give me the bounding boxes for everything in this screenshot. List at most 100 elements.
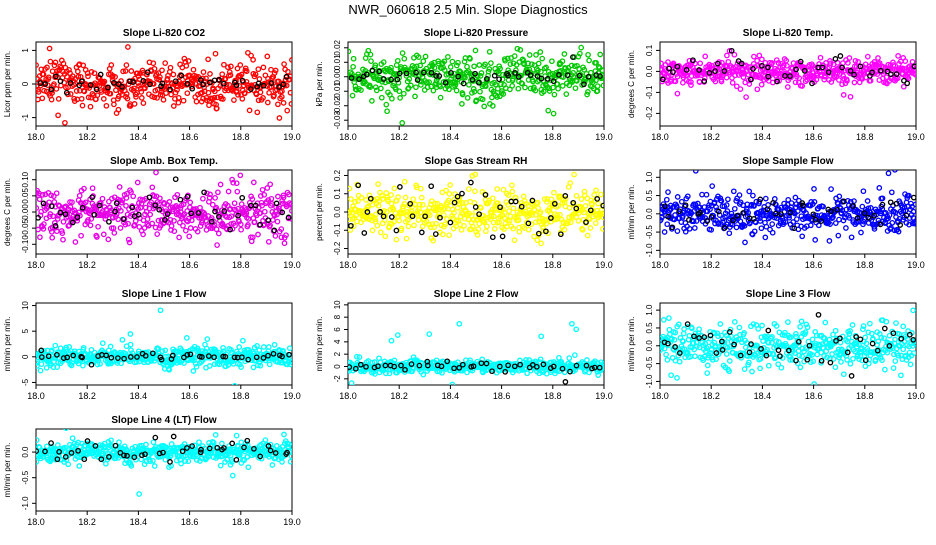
point (510, 183, 514, 187)
point (596, 84, 600, 88)
point (460, 102, 464, 106)
point (181, 99, 185, 103)
point-secondary (883, 326, 887, 330)
point (402, 92, 406, 96)
point (812, 187, 816, 191)
point (447, 192, 451, 196)
point (402, 57, 406, 61)
x-tick-label: 18.6 (181, 391, 199, 401)
point (385, 109, 389, 113)
point (101, 341, 105, 345)
point (507, 209, 511, 213)
point (262, 345, 266, 349)
point (80, 97, 84, 101)
point (81, 363, 85, 367)
point (491, 428, 495, 432)
point (216, 190, 220, 194)
series-points (658, 49, 918, 100)
point (572, 172, 576, 176)
page-title: NWR_060618 2.5 Min. Slope Diagnostics (348, 2, 588, 17)
point-secondary (491, 235, 495, 239)
point (539, 334, 543, 338)
point (539, 241, 543, 245)
point (844, 226, 848, 230)
point (36, 227, 40, 231)
point (208, 72, 212, 76)
x-tick-label: 19.0 (907, 132, 925, 142)
point (669, 373, 673, 377)
point (592, 193, 596, 197)
point (404, 236, 408, 240)
point (225, 141, 229, 145)
point-secondary (849, 374, 853, 378)
point (233, 384, 237, 388)
point-secondary (174, 177, 178, 181)
point (758, 366, 762, 370)
y-axis-label: ml/min per min. (3, 443, 12, 498)
x-tick-label: 18.6 (493, 132, 511, 142)
point (61, 238, 65, 242)
y-axis-label: ml/min per min. (3, 317, 12, 372)
x-tick-label: 18.4 (130, 517, 148, 527)
point-secondary (434, 232, 438, 236)
x-tick-label: 19.0 (283, 517, 301, 527)
x-tick-label: 18.0 (339, 132, 357, 142)
point (73, 240, 77, 244)
point (842, 93, 846, 97)
point (718, 322, 722, 326)
point (184, 228, 188, 232)
point (467, 187, 471, 191)
y-tick-label: -0.2 (333, 241, 342, 255)
x-tick-label: 18.0 (27, 391, 45, 401)
y-tick-label: 0.02 (333, 39, 342, 55)
point (100, 197, 104, 201)
y-tick-label: 0.5 (645, 189, 654, 201)
point (421, 203, 425, 207)
x-tick-label: 18.8 (856, 260, 874, 270)
point (725, 352, 729, 356)
point (258, 90, 262, 94)
point (390, 97, 394, 101)
point (251, 58, 255, 62)
x-tick-label: 19.0 (907, 391, 925, 401)
point (583, 204, 587, 208)
y-axis-label: kPa per min. (315, 62, 324, 107)
point (562, 52, 566, 56)
point (380, 96, 384, 100)
y-tick-label: 0.0 (645, 340, 654, 352)
x-tick-label: 19.0 (595, 260, 613, 270)
point (596, 201, 600, 205)
point (823, 320, 827, 324)
point (263, 210, 267, 214)
point (106, 237, 110, 241)
chart-panel-3: Slope Li-820 Temp.degrees C per min.18.0… (627, 28, 925, 142)
point (351, 65, 355, 69)
point (150, 185, 154, 189)
point (351, 57, 355, 61)
x-tick-label: 18.6 (493, 391, 511, 401)
point (467, 83, 471, 87)
x-tick-label: 18.4 (442, 260, 460, 270)
point (901, 324, 905, 328)
point (267, 91, 271, 95)
point (286, 164, 290, 168)
y-tick-label: 1 (21, 48, 30, 53)
point (551, 111, 555, 115)
y-tick-label: 0.0 (645, 208, 654, 220)
y-tick-label: 0.1 (333, 188, 342, 200)
y-tick-label: -1 (21, 113, 30, 121)
point (155, 232, 159, 236)
point-secondary (362, 231, 366, 235)
y-axis-label: degrees C per min. (3, 178, 12, 246)
point (370, 99, 374, 103)
series-points (34, 163, 294, 309)
point (738, 87, 742, 91)
point (88, 223, 92, 227)
point (890, 221, 894, 225)
y-tick-label: -0.5 (645, 225, 654, 239)
point-secondary (766, 328, 770, 332)
point (865, 199, 869, 203)
point (893, 359, 897, 363)
point (836, 233, 840, 237)
